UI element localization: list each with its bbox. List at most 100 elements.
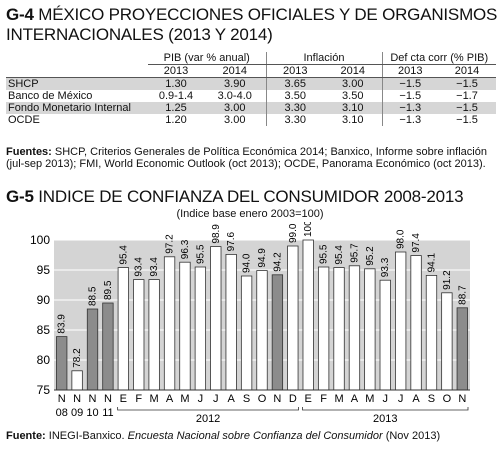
x-tick-label: N: [89, 393, 97, 405]
bar: [333, 267, 345, 391]
x-tick-label: F: [320, 393, 327, 405]
bar: [133, 279, 145, 391]
bar-value-label: 98.9: [211, 224, 222, 244]
table-row: OCDE 1.20 3.00 3.30 3.10 −1.3 −1.5: [6, 114, 496, 126]
bar: [271, 274, 284, 391]
table-row: Banco de México 0.9-1.4 3.0-4.0 3.50 3.5…: [6, 90, 496, 102]
bar: [425, 275, 438, 391]
bar-value-label: 95.7: [349, 243, 360, 263]
y-tick-label: 80: [37, 353, 51, 367]
x-tick-label: A: [166, 393, 174, 405]
x-tick-label: M: [365, 393, 374, 405]
table-cell: −1.5: [438, 77, 496, 90]
table-cell: 3.50: [342, 90, 364, 102]
group-bracket: [117, 407, 299, 411]
y-tick-label: 75: [37, 383, 51, 397]
projections-table: PIB (var % anual) Inflación Def cta corr…: [6, 52, 496, 126]
group-label: 2012: [196, 413, 220, 425]
bar: [302, 239, 314, 391]
table-cell: 3.00: [204, 102, 266, 114]
g5-title: G-5 INDICE DE CONFIANZA DEL CONSUMIDOR 2…: [6, 187, 464, 206]
table-cell: −1.5: [381, 90, 438, 102]
year-tick-label: 09: [71, 407, 83, 419]
group-header-pib: PIB (var % anual): [148, 52, 266, 65]
y-tick-label: 95: [37, 263, 51, 277]
bar-value-label: 95.5: [195, 244, 206, 264]
year-header: 2014: [324, 64, 382, 78]
x-tick-label: J: [213, 393, 219, 405]
table-cell: 3.00: [324, 77, 382, 90]
bar-value-label: 95.2: [365, 246, 376, 266]
x-tick-label: J: [398, 393, 404, 405]
g5-source-text-a: INEGI-Banxico.: [48, 430, 128, 442]
bar: [456, 307, 468, 391]
bar: [148, 279, 160, 391]
x-tick-label: E: [305, 393, 312, 405]
table-cell: −1.5: [438, 102, 496, 114]
bar-value-label: 100.0: [303, 222, 314, 237]
g4-source-label: Fuentes:: [6, 146, 52, 158]
x-tick-label: S: [243, 393, 250, 405]
bar: [441, 292, 453, 391]
year-header: 2013: [381, 64, 438, 78]
bar: [379, 279, 391, 391]
g4-title: G-4 MÉXICO PROYECCIONES OFICIALES Y DE O…: [6, 6, 497, 24]
g5-source-label: Fuente:: [6, 430, 46, 442]
g5-code: G-5: [6, 187, 34, 206]
table-cell: 3.10: [324, 102, 382, 114]
x-tick-label: M: [334, 393, 343, 405]
bar-value-label: 88.7: [457, 285, 468, 305]
bar: [240, 275, 253, 391]
bar-value-label: 97.2: [165, 234, 176, 254]
table-cell: 3.0-4.0: [217, 90, 252, 102]
bar-value-label: 95.4: [118, 245, 129, 265]
bar: [348, 265, 361, 391]
bar: [179, 261, 191, 391]
bar-value-label: 95.4: [334, 245, 345, 265]
bar-value-label: 93.4: [149, 257, 160, 277]
bar-value-label: 98.0: [396, 229, 407, 249]
row-label: OCDE: [8, 114, 40, 126]
year-tick-label: 10: [86, 407, 98, 419]
table-cell: −1.3: [381, 114, 438, 126]
table-cell: 0.9-1.4: [158, 90, 194, 102]
bar: [410, 255, 422, 391]
x-tick-label: M: [150, 393, 159, 405]
x-tick-label: J: [383, 393, 389, 405]
bar: [163, 256, 176, 391]
bar: [56, 336, 68, 391]
bar: [86, 308, 99, 391]
x-tick-label: N: [273, 393, 281, 405]
bar-value-label: 94.1: [426, 252, 437, 272]
table-cell: −1.5: [456, 114, 478, 126]
bar-value-label: 97.6: [226, 231, 237, 251]
table-cell: 3.30: [265, 114, 324, 126]
bar-value-label: 95.5: [319, 244, 330, 264]
x-tick-label: O: [258, 393, 267, 405]
bar-value-label: 99.0: [288, 223, 299, 243]
bar: [317, 266, 330, 391]
bar-value-label: 94.9: [257, 248, 268, 268]
g4-title-line2: INTERNACIONALES (2013 Y 2014): [6, 25, 273, 44]
y-tick-label: 90: [37, 293, 51, 307]
confidence-bar-chart: 75 80 85 90 95 100 83.9 N 78.2 N 88.5 N 89.5 N 95.4 E 93…: [30, 222, 470, 425]
year-tick-label: 08: [56, 407, 68, 419]
group-label: 2013: [373, 413, 397, 425]
table-row: SHCP 1.30 3.90 3.65 3.00 −1.5 −1.5: [6, 77, 496, 90]
group-bracket: [302, 407, 469, 411]
x-tick-label: D: [289, 393, 297, 405]
table-cell: 3.90: [204, 77, 266, 90]
bar: [287, 245, 299, 391]
g4-code: G-4: [6, 5, 34, 24]
g5-title-text: INDICE DE CONFIANZA DEL CONSUMIDOR 2008-…: [38, 187, 464, 206]
g5-source-text-b: Encuesta Nacional sobre Confianza del Co…: [127, 430, 383, 442]
bar: [256, 270, 268, 391]
g5-subtitle: (Indice base enero 2003=100): [176, 208, 324, 220]
table-cell: −1.3: [381, 102, 438, 114]
bar-value-label: 88.5: [88, 286, 99, 306]
x-tick-label: N: [58, 393, 66, 405]
table-cell: 1.25: [148, 102, 204, 114]
x-tick-label: F: [135, 393, 142, 405]
g5-source: Fuente: INEGI-Banxico. Encuesta Nacional…: [6, 430, 496, 442]
x-tick-label: A: [412, 393, 420, 405]
